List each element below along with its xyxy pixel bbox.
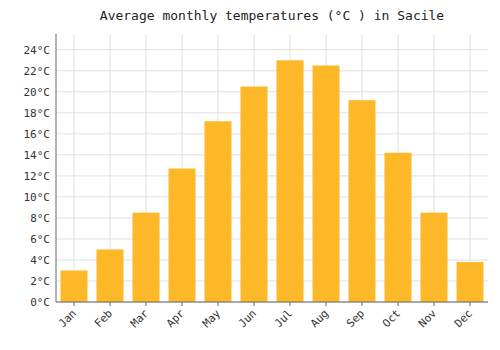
y-grid-line xyxy=(56,70,488,71)
bar xyxy=(169,169,196,302)
bar xyxy=(133,213,160,302)
y-grid-line xyxy=(56,91,488,92)
x-axis-line xyxy=(56,302,488,303)
y-grid-line xyxy=(56,154,488,155)
x-grid-line xyxy=(470,34,471,302)
y-tick-label: 8°C xyxy=(30,212,50,225)
y-tick-label: 24°C xyxy=(24,44,51,57)
y-tick-label: 4°C xyxy=(30,254,50,267)
y-grid-line xyxy=(56,49,488,50)
x-tick-label: May xyxy=(200,307,224,331)
page: {"chart_data": {"type": "bar", "title": … xyxy=(0,0,500,350)
bar xyxy=(313,66,340,302)
y-tick-label: 18°C xyxy=(24,107,51,120)
x-tick xyxy=(290,302,291,306)
y-grid-line xyxy=(56,196,488,197)
bar xyxy=(205,121,232,302)
bar xyxy=(97,249,124,302)
y-grid-line xyxy=(56,302,488,303)
x-tick xyxy=(362,302,363,306)
y-grid-line xyxy=(56,133,488,134)
x-tick xyxy=(146,302,147,306)
x-tick-label: Jul xyxy=(272,307,295,330)
bars xyxy=(61,60,484,302)
x-tick-label: Mar xyxy=(128,307,152,331)
x-tick-label: Jun xyxy=(236,307,259,330)
x-tick-label: Jan xyxy=(56,307,79,330)
x-tick-label: Apr xyxy=(164,307,188,331)
x-tick-label: Nov xyxy=(416,307,440,331)
y-grid-line xyxy=(56,112,488,113)
y-axis-line xyxy=(56,34,57,302)
x-tick-label: Dec xyxy=(452,307,475,330)
y-tick-label: 14°C xyxy=(24,149,51,162)
x-tick-label: Feb xyxy=(92,307,115,330)
x-tick xyxy=(434,302,435,306)
y-tick-label: 10°C xyxy=(24,191,51,204)
x-tick-label: Oct xyxy=(380,307,403,330)
y-tick-label: 22°C xyxy=(24,65,51,78)
bar xyxy=(421,213,448,302)
y-grid-line xyxy=(56,175,488,176)
x-tick xyxy=(470,302,471,306)
bar xyxy=(61,270,88,302)
y-tick-label: 6°C xyxy=(30,233,50,246)
x-tick xyxy=(218,302,219,306)
chart: Average monthly temperatures (°C ) in Sa… xyxy=(0,0,500,350)
x-tick xyxy=(326,302,327,306)
x-grid-line xyxy=(74,34,75,302)
x-tick xyxy=(110,302,111,306)
bar xyxy=(241,87,268,302)
x-tick-label: Sep xyxy=(344,307,367,330)
bar xyxy=(385,153,412,302)
title: Average monthly temperatures (°C ) in Sa… xyxy=(100,8,445,23)
x-tick xyxy=(74,302,75,306)
bar xyxy=(277,60,304,302)
y-tick-label: 20°C xyxy=(24,86,51,99)
y-tick-label: 0°C xyxy=(30,296,50,309)
bar xyxy=(457,262,484,302)
grid xyxy=(56,34,488,302)
x-tick xyxy=(254,302,255,306)
bar xyxy=(349,100,376,302)
x-tick-label: Aug xyxy=(308,307,331,330)
y-tick-label: 2°C xyxy=(30,275,50,288)
y-tick-label: 16°C xyxy=(24,128,51,141)
x-tick xyxy=(398,302,399,306)
x-tick xyxy=(182,302,183,306)
y-tick-label: 12°C xyxy=(24,170,51,183)
